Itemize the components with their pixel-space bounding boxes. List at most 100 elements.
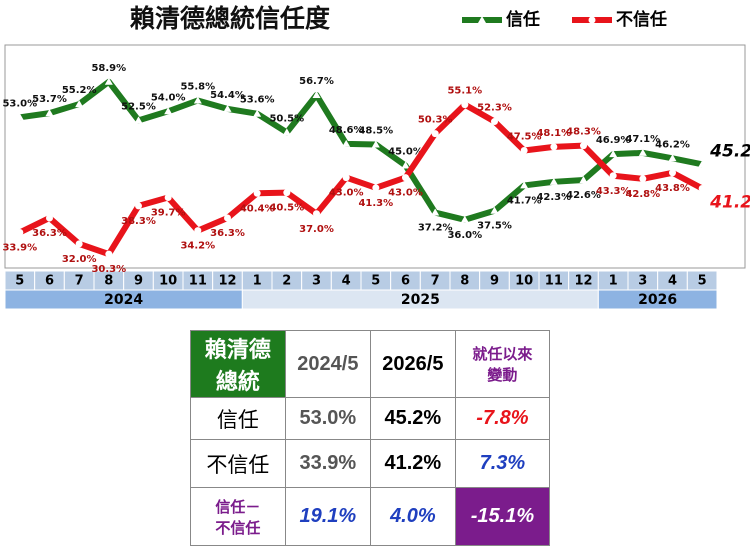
cell: 45.2% [369,397,456,440]
marker [520,181,529,189]
x-tick-label: 9 [134,274,143,289]
marker [638,148,647,156]
marker [490,206,499,214]
data-label: 46.9% [596,135,631,146]
data-label: 47.5% [507,131,542,142]
cell: 53.0% [284,397,371,440]
data-label: 46.2% [655,139,690,150]
data-label: 53.0% [2,98,37,109]
data-label: 52.3% [477,103,512,114]
marker [461,101,469,109]
marker [401,161,410,169]
x-tick-label: 4 [342,274,351,289]
series-line [19,78,703,223]
x-tick-label: 3 [638,274,647,289]
marker [609,172,617,180]
marker [15,113,24,121]
x-tick-label: 7 [75,274,84,289]
data-label: 50.3% [418,115,453,126]
marker [105,250,113,258]
data-label: 36.3% [210,228,245,239]
marker [342,174,350,182]
data-label: 40.4% [240,203,275,214]
cell: -15.1% [454,487,551,546]
marker [371,140,380,148]
marker [549,177,558,185]
marker [104,77,113,85]
data-label: 54.0% [151,92,186,103]
data-label: 48.6% [329,125,364,136]
marker [45,109,54,117]
marker [460,215,469,223]
x-tick-label: 9 [490,274,499,289]
marker [312,91,321,99]
cell: 33.9% [284,439,371,488]
cell: 41.2% [369,439,456,488]
marker [164,193,172,201]
header-cell: 就任以來變動 [454,330,551,398]
x-tick-label: 7 [431,274,440,289]
row-label: 信任－不信任 [190,487,286,546]
marker [75,240,83,248]
marker [431,208,440,216]
row-label: 不信任 [190,439,286,488]
x-tick-label: 8 [460,274,469,289]
marker [134,116,143,124]
marker [431,130,439,138]
data-label: 37.0% [299,224,334,235]
year-cell [597,289,718,310]
marker [313,210,320,218]
x-tick-label: 6 [401,274,410,289]
data-label: 45.0% [388,147,423,158]
data-label: 47.1% [625,134,660,145]
legend-marker [588,16,596,24]
x-tick-label: 11 [545,274,563,289]
marker [224,214,231,222]
cell: 4.0% [369,487,456,546]
x-tick-label: 11 [189,274,207,289]
data-label: 41.7% [507,195,542,206]
marker [520,146,528,154]
marker [283,189,291,197]
marker [579,176,588,184]
x-tick-label: 1 [609,274,618,289]
marker [253,189,261,197]
x-tick-label: 5 [371,274,380,289]
data-label: 37.5% [477,221,512,232]
x-tick-label: 1 [253,274,262,289]
x-tick-label: 12 [218,274,236,289]
header-cell: 2026/5 [369,330,456,398]
data-label: 33.9% [2,242,37,253]
marker [402,174,409,182]
x-tick-label: 10 [159,274,177,289]
x-tick-label: 5 [15,274,24,289]
data-label: 41.2% [709,192,750,212]
marker [253,109,262,117]
marker [639,175,647,183]
data-label: 45.2% [709,141,750,161]
data-label: 53.7% [32,94,67,105]
marker [550,143,558,151]
marker [75,100,84,108]
data-label: 55.1% [447,86,482,97]
x-tick-label: 3 [312,274,321,289]
marker [668,154,677,162]
summary-table: 賴清德總統 2024/5 2026/5 就任以來變動 信任 53.0% 45.2… [190,330,551,546]
row-label: 信任 [190,397,286,440]
series-line [18,101,704,258]
x-tick-label: 4 [668,274,677,289]
marker [194,227,202,235]
data-label: 48.3% [566,127,601,138]
data-label: 48.1% [536,128,571,139]
header-cell: 賴清德總統 [204,337,271,394]
data-label: 52.5% [121,101,156,112]
table-header: 賴清德總統 [190,330,286,398]
data-label: 50.5% [269,113,304,124]
data-label: 38.3% [121,216,156,227]
data-label: 42.3% [536,192,571,203]
plot-frame [4,44,746,269]
data-label: 58.9% [91,63,126,74]
data-label: 43.3% [596,186,631,197]
